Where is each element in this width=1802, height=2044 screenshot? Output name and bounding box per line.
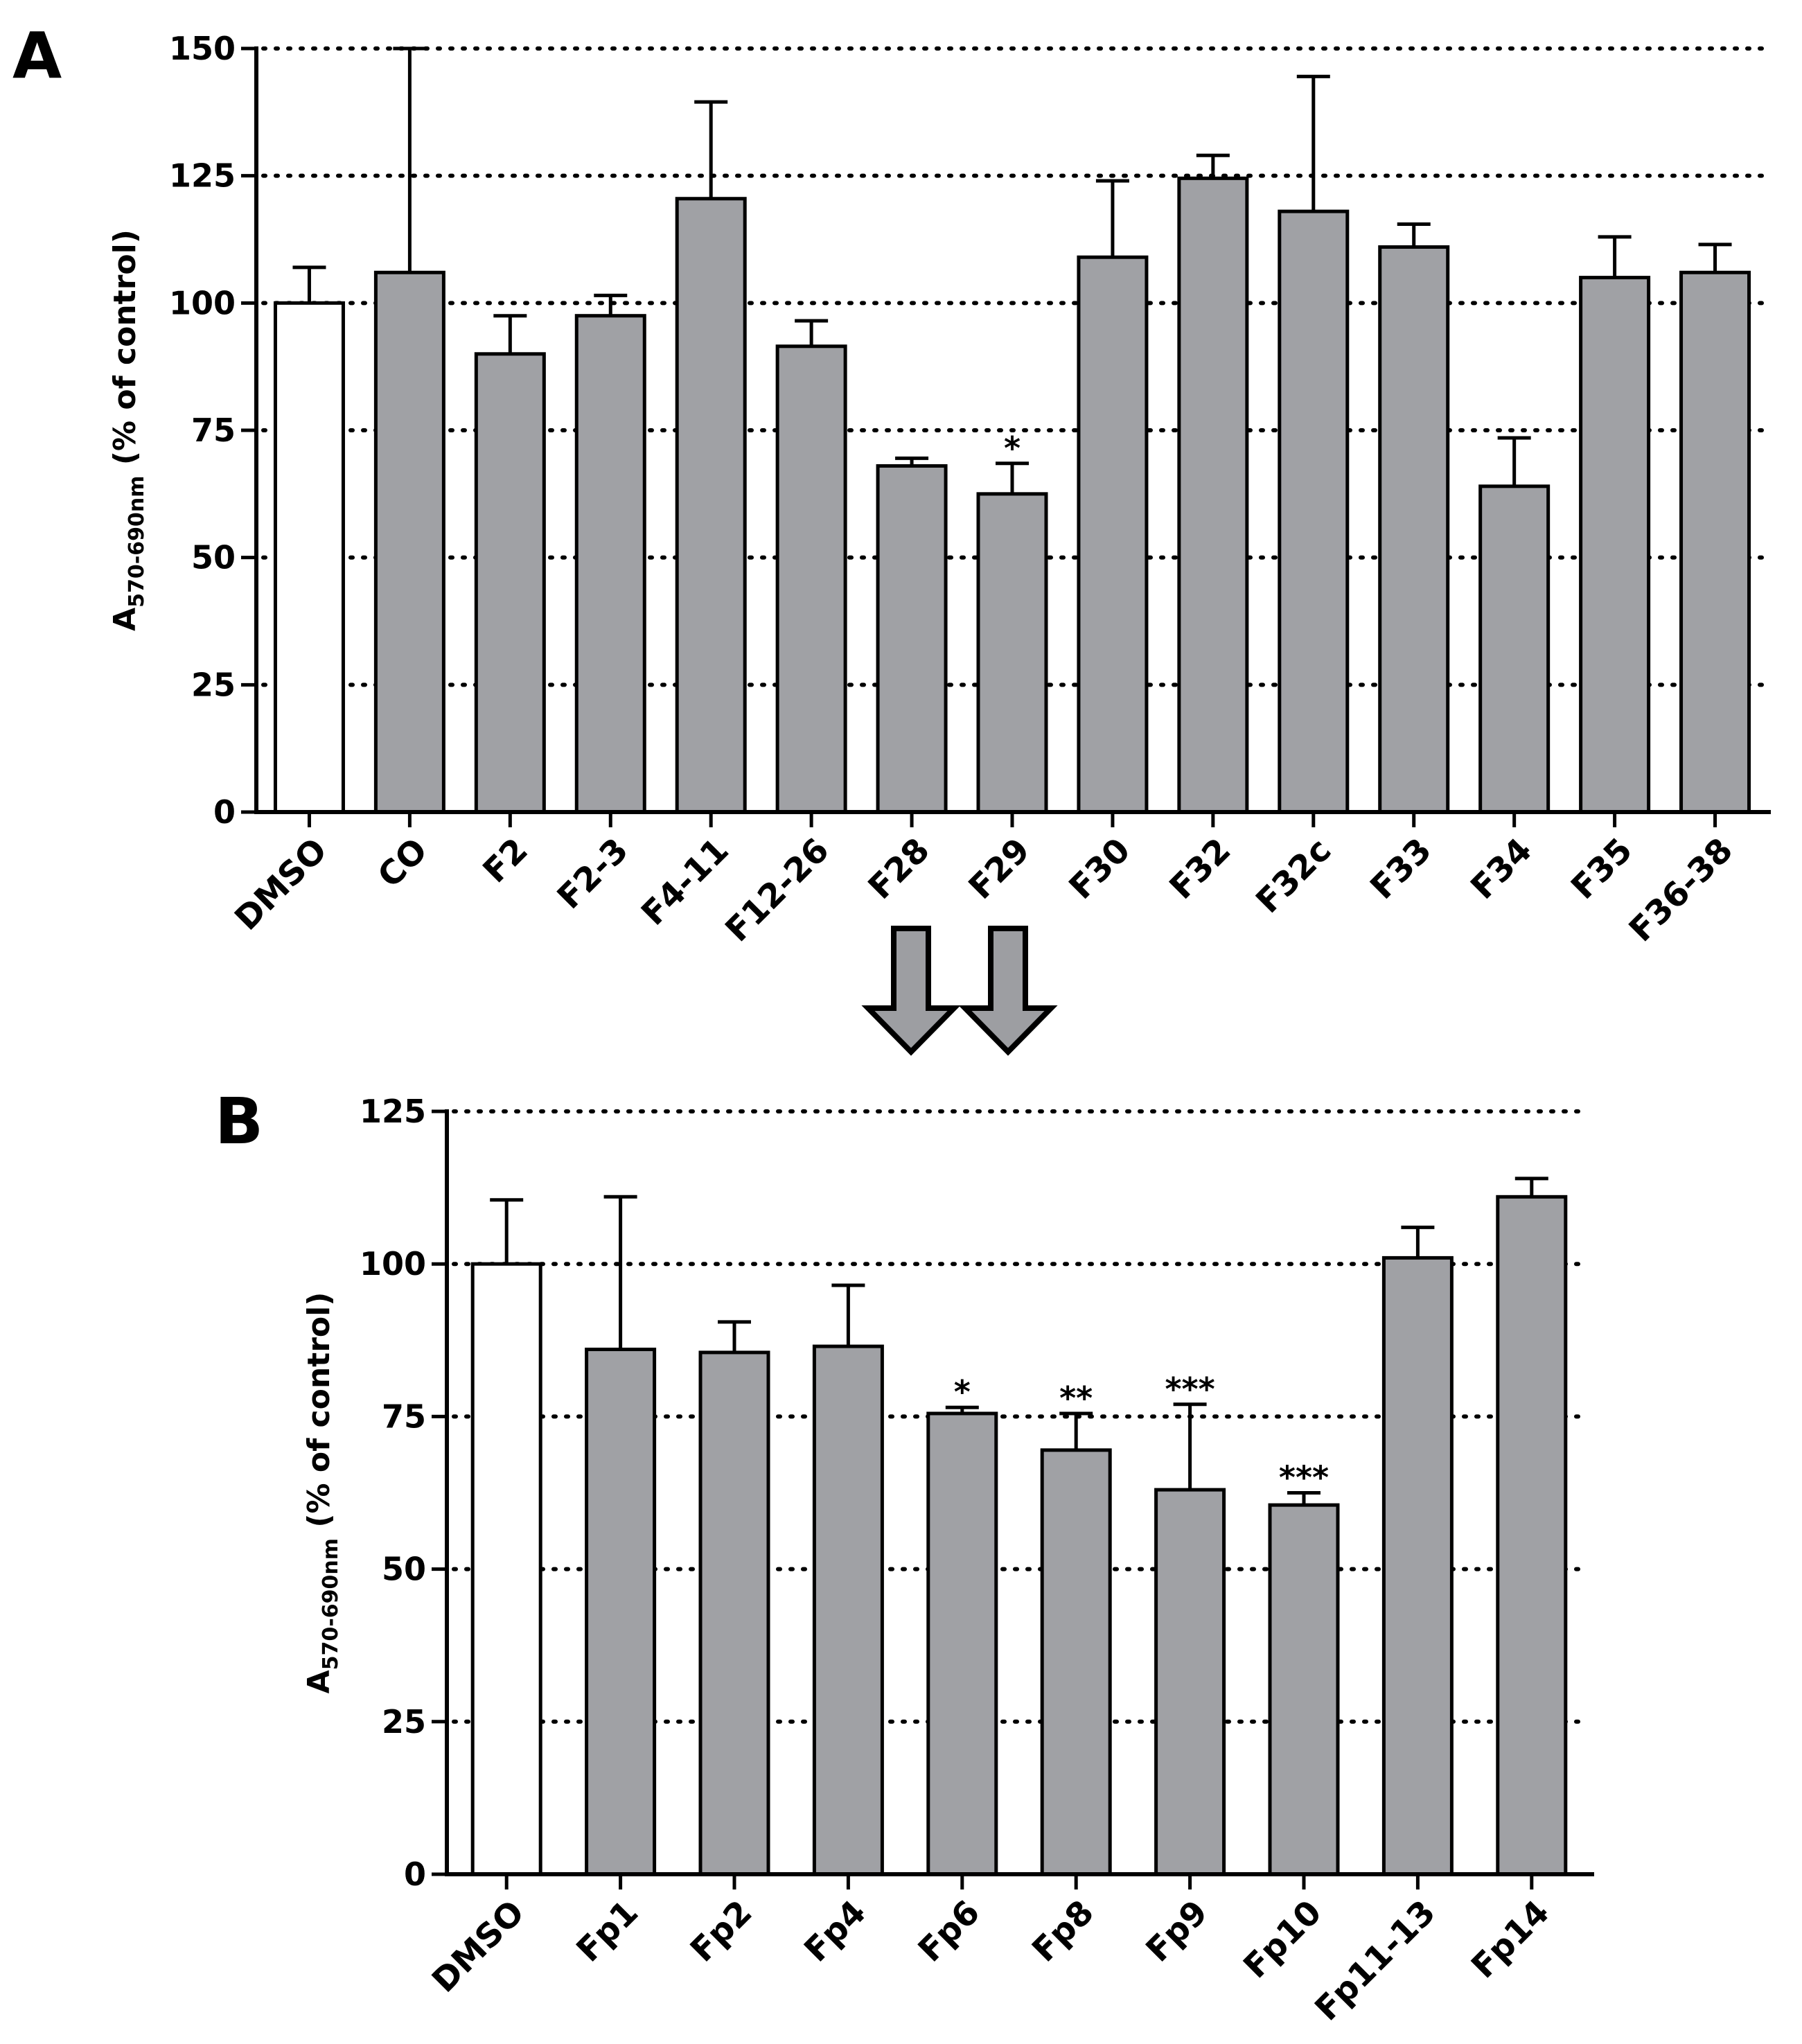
bar-fp6 (926, 1411, 998, 1876)
down-arrow-icon (861, 926, 1058, 1056)
y-tick-label: 0 (404, 1856, 426, 1893)
significance-label: * (1004, 430, 1021, 467)
category-label: Fp4 (797, 1893, 874, 1970)
bar-fp8 (1040, 1448, 1112, 1876)
significance-label: *** (1165, 1371, 1215, 1408)
bar-f12-26 (775, 344, 847, 814)
category-label: F35 (1564, 831, 1640, 907)
category-label: CO (371, 831, 435, 895)
significance-label: *** (1279, 1459, 1329, 1497)
bar-dmso (273, 301, 345, 814)
y-axis-title-sub: 570-690nm (125, 475, 149, 607)
bar-f32c (1278, 209, 1350, 814)
category-label: Fp8 (1025, 1893, 1102, 1970)
y-tick-label: 50 (191, 539, 236, 576)
category-label: F4-11 (634, 831, 736, 933)
y-axis-title-rest: (% of control) (301, 1292, 337, 1538)
bar-f28 (876, 464, 948, 814)
bar-fp4 (812, 1344, 884, 1876)
y-axis-title: A570-690nm (% of control) (107, 229, 149, 631)
y-axis-title-main: A (301, 1670, 337, 1693)
category-label: F28 (861, 831, 937, 907)
category-label: F2-3 (550, 831, 636, 917)
y-tick-label: 0 (213, 793, 236, 831)
category-label: F12-26 (718, 831, 836, 949)
y-tick-label: 25 (382, 1703, 426, 1741)
panel-letter-b: B (215, 1084, 263, 1158)
bar-f2 (474, 352, 546, 814)
bar-f32 (1177, 176, 1249, 814)
y-tick-label: 75 (382, 1398, 426, 1435)
category-label: F2 (475, 831, 535, 890)
significance-label: * (954, 1373, 971, 1411)
bar-dmso (470, 1262, 542, 1876)
bar-f33 (1378, 245, 1450, 814)
category-label: F34 (1463, 831, 1539, 907)
category-label: DMSO (425, 1893, 532, 2000)
category-label: Fp1 (569, 1893, 646, 1970)
bar-f4-11 (675, 197, 747, 814)
down-arrow-icon (958, 926, 1058, 1056)
y-axis-title-sub: 570-690nm (319, 1538, 343, 1670)
category-label: Fp14 (1464, 1893, 1557, 1986)
bar-f34 (1478, 484, 1551, 814)
category-label: F33 (1363, 831, 1439, 907)
y-tick-label: 125 (360, 1093, 426, 1130)
bar-fp9 (1154, 1488, 1226, 1876)
bar-co (373, 270, 445, 814)
panel-letter-a: A (12, 19, 62, 93)
y-tick-label: 125 (169, 157, 236, 195)
y-tick-label: 25 (191, 666, 236, 703)
bar-f36-38 (1679, 270, 1751, 814)
y-tick-label: 75 (191, 412, 236, 449)
category-label: F36-38 (1622, 831, 1740, 949)
y-tick-label: 100 (169, 284, 236, 321)
bar-fp14 (1496, 1195, 1568, 1876)
y-axis-title: A570-690nm (% of control) (301, 1292, 343, 1694)
bar-fp1 (585, 1348, 657, 1876)
bar-f35 (1579, 276, 1651, 814)
down-arrow-icon (861, 926, 961, 1056)
bar-fp2 (698, 1350, 770, 1876)
bar-fp10 (1268, 1503, 1340, 1876)
bar-fp11-13 (1381, 1256, 1454, 1876)
category-label: Fp9 (1138, 1893, 1215, 1970)
y-tick-label: 50 (382, 1551, 426, 1588)
bar-f29 (976, 492, 1048, 814)
bar-f30 (1077, 255, 1149, 814)
category-label: F30 (1061, 831, 1138, 907)
y-tick-label: 100 (360, 1245, 426, 1283)
category-label: Fp10 (1236, 1893, 1329, 1986)
y-axis-title-rest: (% of control) (107, 229, 143, 475)
y-tick-label: 150 (169, 30, 236, 67)
category-label: F29 (961, 831, 1037, 907)
y-axis-title-main: A (107, 608, 143, 631)
category-label: Fp2 (683, 1893, 760, 1970)
bar-f2-3 (574, 314, 646, 814)
category-label: Fp6 (911, 1893, 988, 1970)
category-label: Fp11-13 (1307, 1893, 1443, 2029)
category-label: DMSO (227, 831, 335, 938)
significance-label: ** (1059, 1380, 1093, 1417)
category-label: F32c (1248, 831, 1339, 921)
category-label: F32 (1162, 831, 1238, 907)
